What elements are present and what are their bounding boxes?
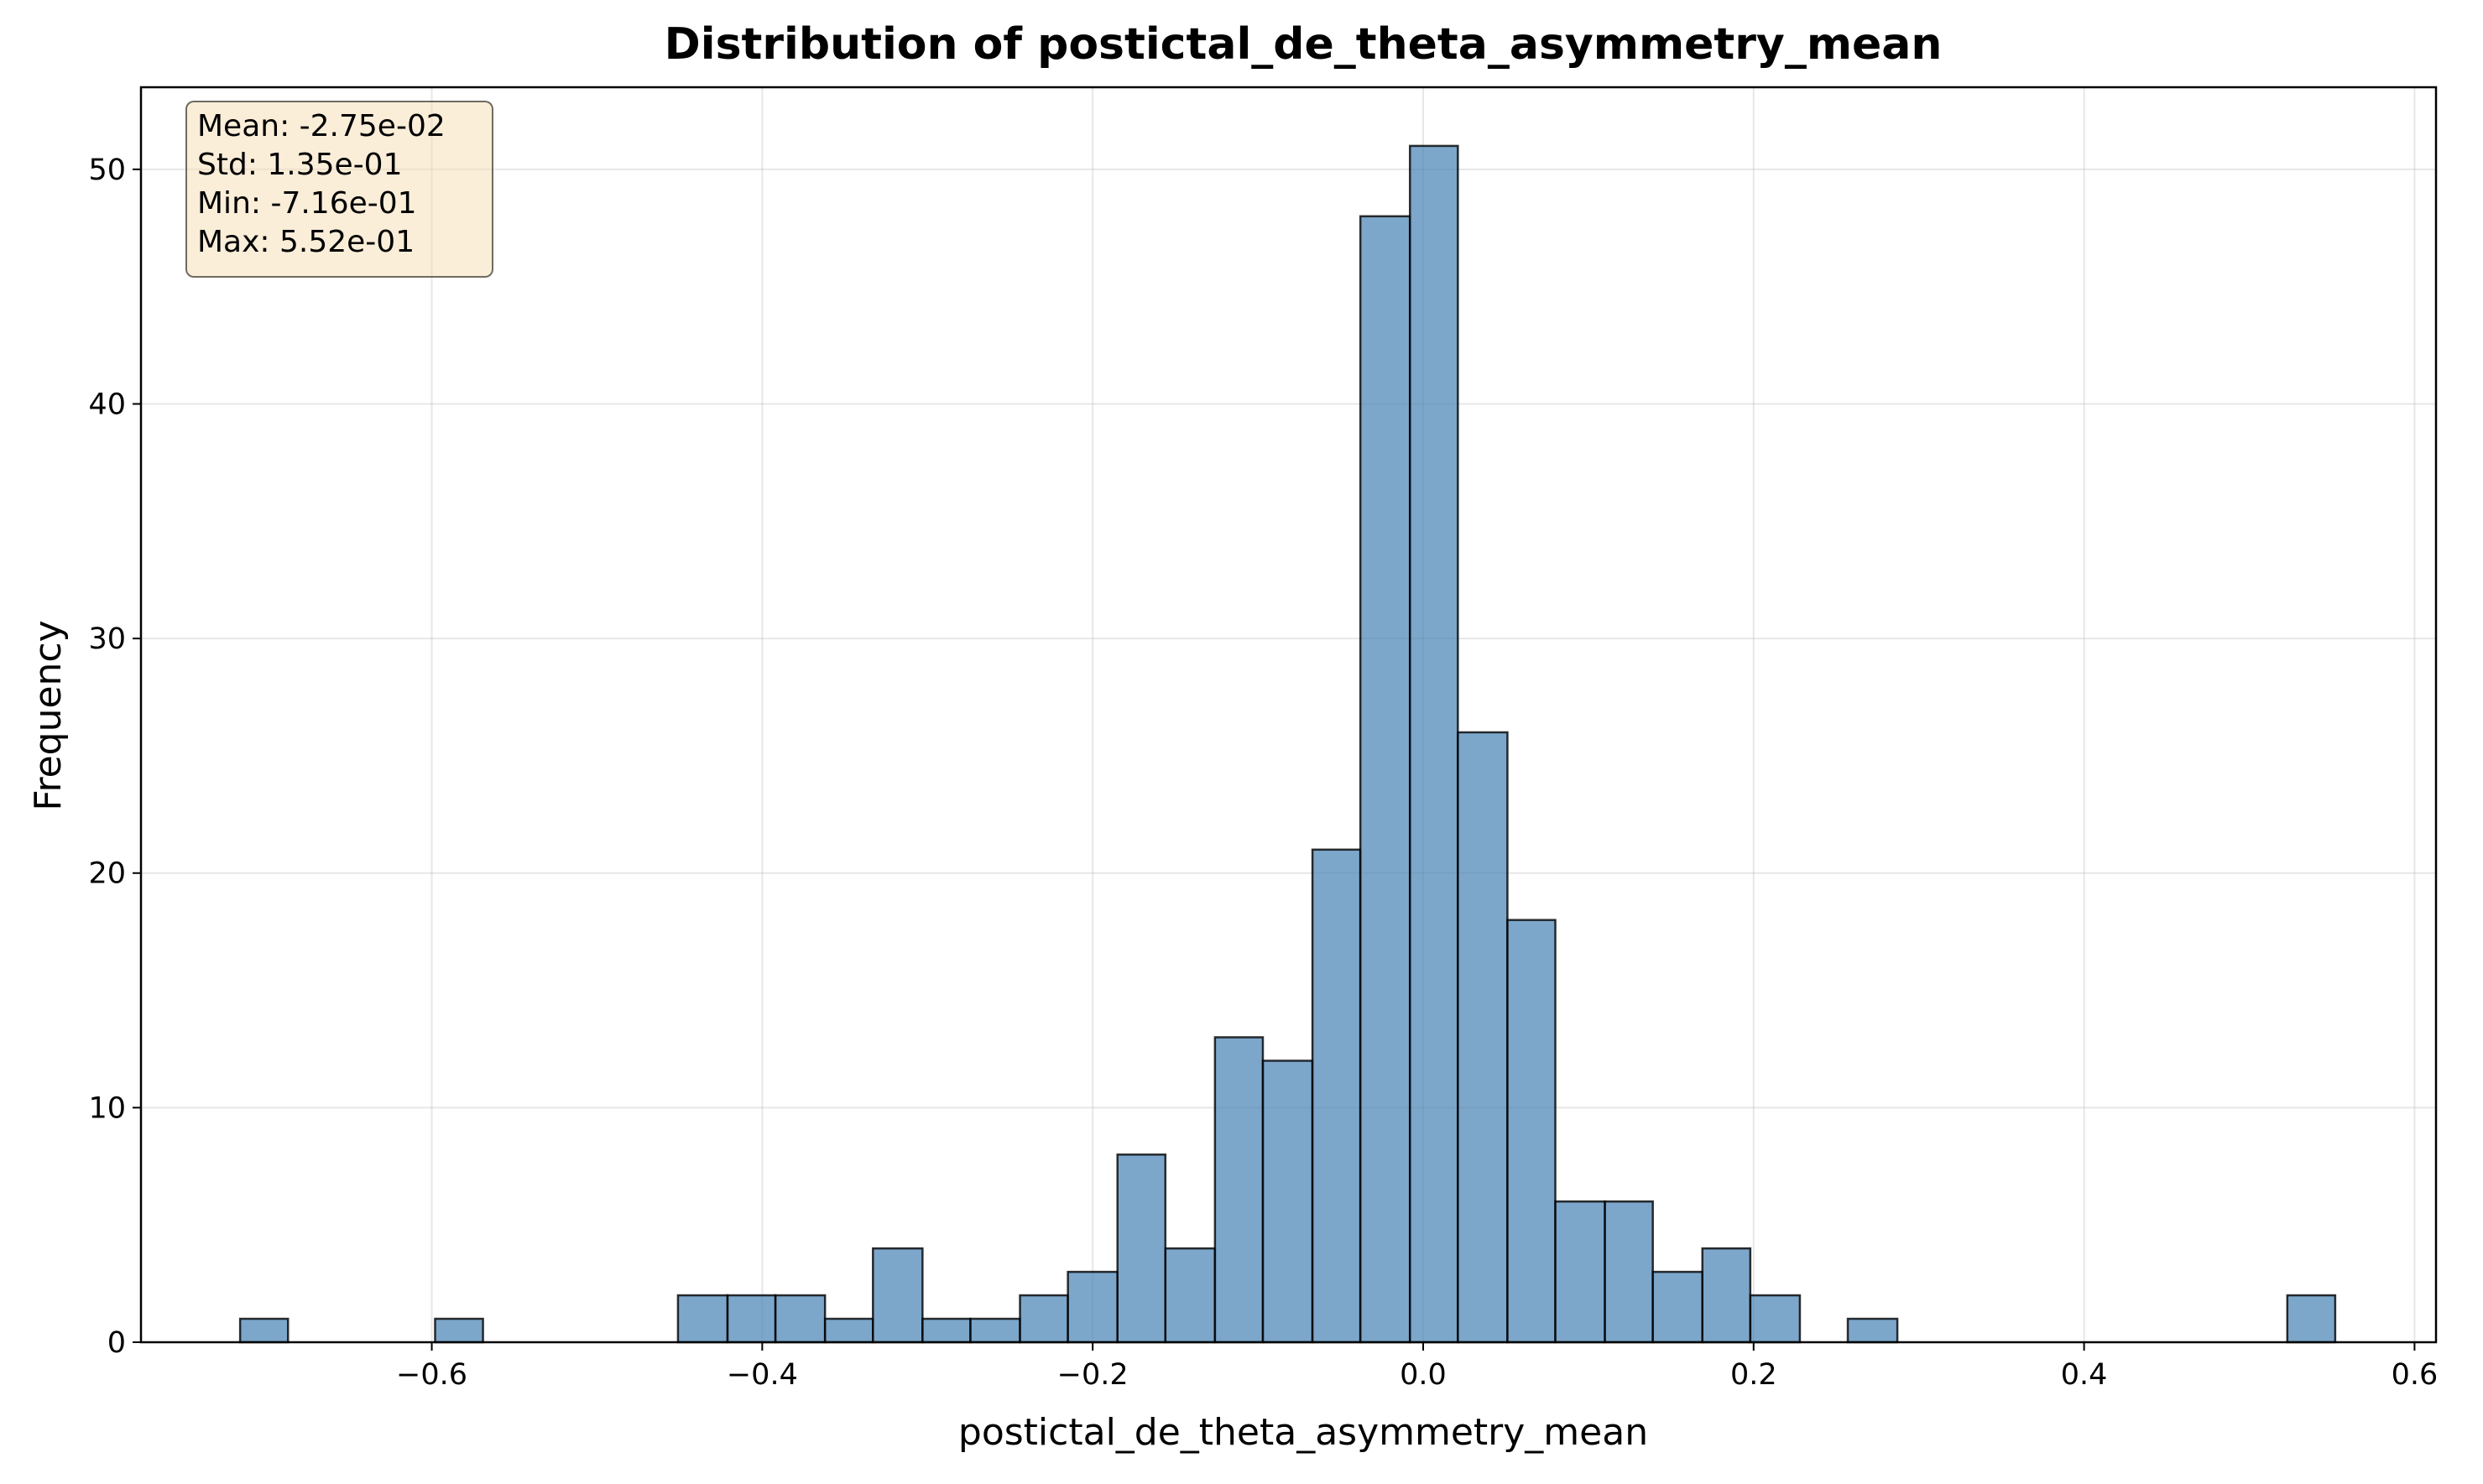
histogram-bar: [774, 1294, 827, 1344]
histogram-bar: [1749, 1294, 1802, 1344]
y-tick-label: 0: [107, 1326, 126, 1360]
plot-frame: [139, 86, 2438, 1344]
histogram-bar: [1651, 1270, 1703, 1344]
stats-mean: Mean: -2.75e-02: [197, 109, 446, 143]
histogram-bar: [1311, 848, 1362, 1344]
histogram-bar: [676, 1294, 729, 1344]
histogram-bar: [1261, 1060, 1314, 1344]
chart-title: Distribution of postictal_de_theta_asymm…: [665, 19, 1943, 70]
histogram-bar: [1116, 1153, 1167, 1344]
histogram-bar: [1701, 1247, 1752, 1344]
histogram-bar: [1213, 1036, 1265, 1344]
histogram-bar: [969, 1317, 1021, 1344]
histogram-bar: [434, 1317, 484, 1344]
histogram-bar: [1359, 215, 1411, 1344]
histogram-bar: [1457, 731, 1509, 1344]
x-tick-label: −0.6: [396, 1358, 467, 1392]
bars-layer: [238, 144, 2337, 1344]
x-tick-label: 0.4: [2061, 1358, 2108, 1392]
y-tick-label: 30: [88, 622, 126, 656]
x-tick-label: 0.2: [1730, 1358, 1777, 1392]
histogram-bar: [1554, 1200, 1606, 1344]
histogram-bar: [823, 1317, 874, 1344]
histogram-bar: [1408, 144, 1459, 1344]
histogram-bar: [1604, 1200, 1654, 1344]
x-tick-label: −0.4: [727, 1358, 798, 1392]
histogram-bar: [1846, 1317, 1899, 1344]
histogram-bar: [726, 1294, 777, 1344]
histogram-bar: [921, 1317, 972, 1344]
x-tick-label: 0.6: [2392, 1358, 2439, 1392]
histogram-bar: [1506, 919, 1557, 1344]
stats-std: Std: 1.35e-01: [197, 148, 403, 182]
y-axis-label: Frequency: [27, 620, 70, 810]
histogram-bar: [238, 1317, 290, 1344]
x-tick-label: 0.0: [1400, 1358, 1447, 1392]
x-tick-label: −0.2: [1057, 1358, 1129, 1392]
histogram-bar: [1019, 1294, 1069, 1344]
ticks-layer: −0.6 −0.4 −0.2 0.0 0.2 0.4 0.6 0 10 20 30 40 50: [88, 154, 2438, 1392]
histogram-bar: [2286, 1294, 2337, 1344]
histogram-bar: [1164, 1247, 1217, 1344]
x-axis-label: postictal_de_theta_asymmetry_mean: [958, 1411, 1648, 1454]
stats-max: Max: 5.52e-01: [197, 225, 415, 259]
y-tick-label: 40: [88, 388, 126, 421]
y-tick-label: 10: [88, 1091, 126, 1125]
stats-min: Min: -7.16e-01: [197, 186, 417, 221]
y-tick-label: 50: [88, 154, 126, 187]
histogram-bar: [872, 1247, 924, 1344]
histogram-bar: [1067, 1270, 1119, 1344]
y-tick-label: 20: [88, 857, 126, 891]
stats-annotation-box: Mean: -2.75e-02 Std: 1.35e-01 Min: -7.16…: [185, 101, 493, 278]
